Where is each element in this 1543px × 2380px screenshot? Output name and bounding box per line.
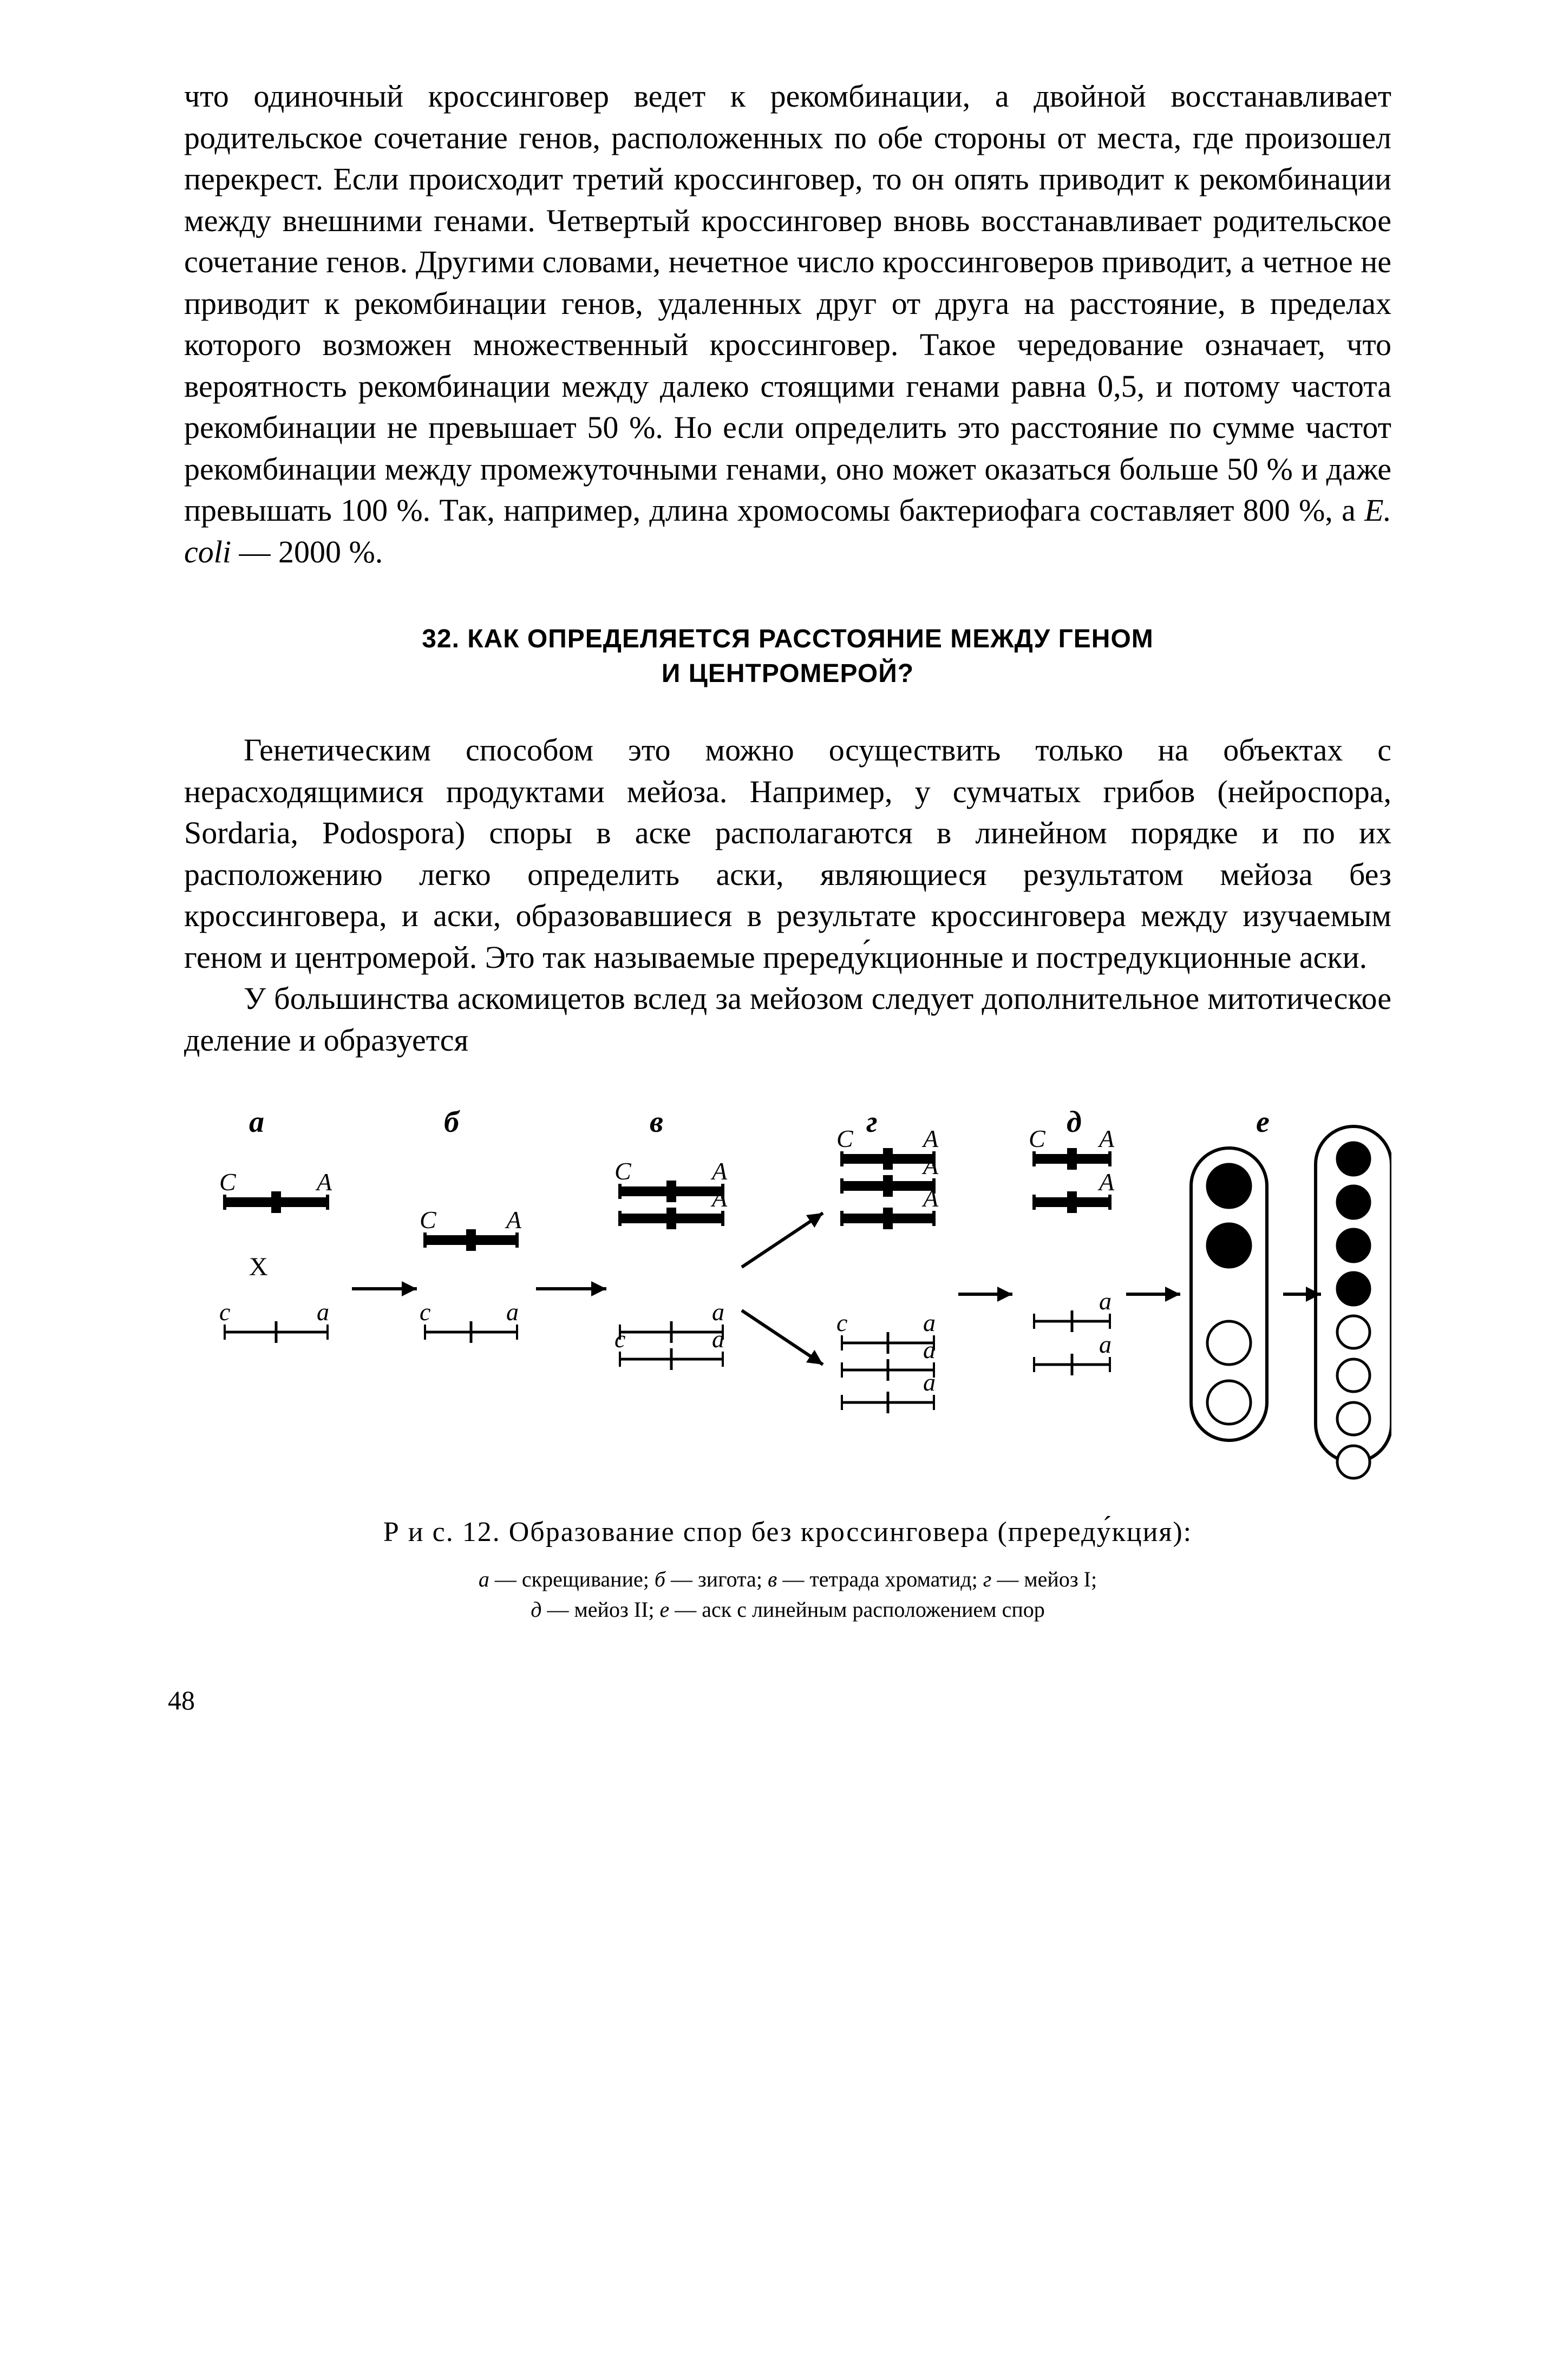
svg-text:A: A: [1097, 1168, 1115, 1196]
svg-text:A: A: [710, 1184, 728, 1212]
svg-text:a: a: [506, 1298, 519, 1326]
section-title-line-2: И ЦЕНТРОМЕРОЙ?: [662, 659, 914, 688]
svg-text:c: c: [836, 1309, 847, 1336]
svg-text:A: A: [921, 1152, 939, 1179]
figure-caption: Р и с. 12. Образование спор без кроссинг…: [184, 1516, 1391, 1548]
svg-text:A: A: [710, 1157, 728, 1185]
svg-text:a: a: [317, 1298, 329, 1326]
svg-text:c: c: [614, 1325, 625, 1353]
svg-text:a: a: [923, 1309, 936, 1336]
figure-12: абвгдеCAcaXCAcaCAAacaCAAAcaaaCAAaa: [184, 1105, 1391, 1494]
paragraph-1-tail: — 2000 %.: [231, 534, 383, 569]
figure-12-svg: абвгдеCAcaXCAcaCAAacaCAAAcaaaCAAaa: [184, 1105, 1391, 1494]
svg-text:C: C: [420, 1206, 437, 1234]
svg-text:C: C: [219, 1168, 237, 1196]
svg-text:a: a: [1099, 1330, 1112, 1358]
section-title: 32. КАК ОПРЕДЕЛЯЕТСЯ РАССТОЯНИЕ МЕЖДУ ГЕ…: [184, 622, 1391, 692]
svg-text:г: г: [866, 1105, 878, 1139]
paragraph-3-text: У большинства аскомицетов вслед за мейоз…: [184, 981, 1391, 1058]
svg-text:C: C: [836, 1125, 854, 1152]
svg-text:a: a: [1099, 1287, 1112, 1315]
svg-text:а: а: [249, 1105, 264, 1139]
page-number: 48: [168, 1684, 1391, 1716]
figure-caption-text: Образование спор без кроссинговера (прер…: [509, 1517, 1192, 1548]
svg-text:C: C: [614, 1157, 632, 1185]
svg-text:c: c: [219, 1298, 230, 1326]
svg-text:д: д: [1067, 1105, 1082, 1139]
paragraph-1-text: что одиночный кроссинговер ведет к реком…: [184, 78, 1391, 528]
svg-text:б: б: [444, 1105, 460, 1139]
figure-caption-prefix: Р и с. 12.: [383, 1517, 509, 1548]
paragraph-2-text: Генетическим способом это можно осуществ…: [184, 732, 1391, 975]
paragraph-1: что одиночный кроссинговер ведет к реком…: [184, 76, 1391, 573]
svg-text:a: a: [712, 1325, 724, 1353]
svg-text:X: X: [249, 1253, 268, 1281]
svg-text:a: a: [923, 1336, 936, 1363]
svg-text:A: A: [315, 1168, 332, 1196]
svg-text:C: C: [1029, 1125, 1046, 1152]
svg-text:a: a: [712, 1298, 724, 1326]
section-title-line-1: 32. КАК ОПРЕДЕЛЯЕТСЯ РАССТОЯНИЕ МЕЖДУ ГЕ…: [422, 625, 1154, 653]
svg-text:е: е: [1256, 1105, 1270, 1139]
svg-text:A: A: [1097, 1125, 1115, 1152]
svg-text:A: A: [921, 1125, 939, 1152]
paragraph-2: Генетическим способом это можно осуществ…: [184, 730, 1391, 978]
svg-text:a: a: [923, 1368, 936, 1396]
svg-text:A: A: [505, 1206, 522, 1234]
figure-legend: а — скрещивание; б — зигота; в — тетрада…: [184, 1564, 1391, 1625]
svg-text:в: в: [650, 1105, 663, 1139]
svg-text:A: A: [921, 1184, 939, 1212]
svg-text:c: c: [420, 1298, 430, 1326]
paragraph-3: У большинства аскомицетов вслед за мейоз…: [184, 978, 1391, 1061]
